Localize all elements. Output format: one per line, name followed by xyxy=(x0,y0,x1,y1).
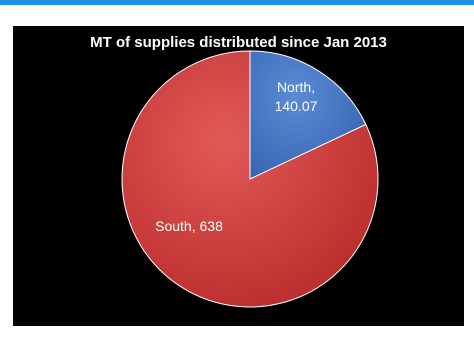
top-accent-bar xyxy=(0,0,474,5)
chart-area: MT of supplies distributed since Jan 201… xyxy=(13,26,464,326)
slice-label-north: North, 140.07 xyxy=(275,79,318,114)
pie-slice-south xyxy=(121,50,379,308)
slice-label-south: South, 638 xyxy=(155,218,223,234)
chart-title: MT of supplies distributed since Jan 201… xyxy=(90,34,387,51)
pie-slice-north xyxy=(249,50,367,180)
pie-chart: North, 140.07 South, 638 xyxy=(121,50,379,308)
